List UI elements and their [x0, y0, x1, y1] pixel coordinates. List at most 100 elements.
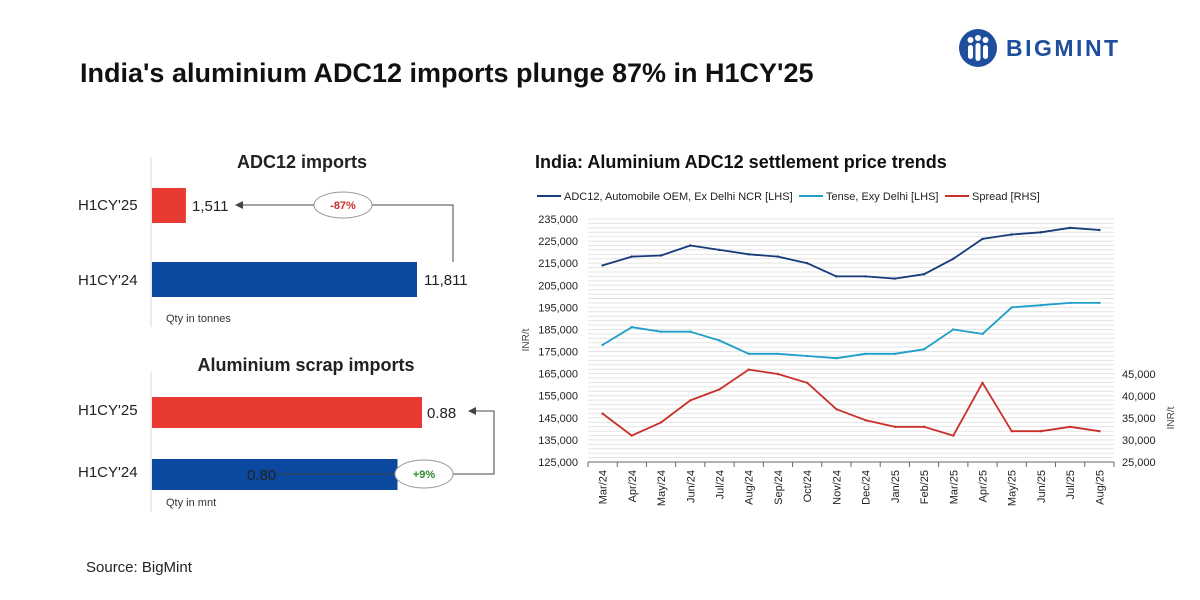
x-tick-label: Mar/24 [598, 470, 610, 504]
brand-logo: BIGMINT [958, 26, 1121, 70]
left-tick-label: 135,000 [538, 435, 578, 447]
data-point [1069, 301, 1072, 305]
scrap-bar-h1cy25 [152, 397, 422, 428]
data-point [1010, 430, 1013, 433]
data-point [806, 262, 809, 265]
scrap-unit-note: Qty in mnt [166, 497, 216, 509]
left-tick-label: 195,000 [538, 302, 578, 314]
data-point [864, 419, 867, 422]
data-point [659, 421, 663, 424]
brand-name: BIGMINT [1006, 34, 1121, 61]
adc12-change-arrow [235, 201, 454, 262]
x-tick-label: Jan/25 [890, 470, 902, 503]
source-note: Source: BigMint [86, 559, 192, 576]
left-tick-label: 205,000 [538, 280, 578, 292]
right-axis-ticks: 25,000 30,000 35,000 40,000 45,000 [1122, 369, 1156, 469]
data-point [922, 273, 926, 276]
data-point [981, 332, 984, 336]
left-tick-label: 155,000 [538, 391, 578, 403]
data-point [922, 425, 926, 428]
x-tick-label: Nov/24 [831, 470, 843, 505]
left-tick-label: 125,000 [538, 457, 578, 469]
data-point [981, 381, 984, 384]
data-point [747, 352, 750, 355]
adc12-change-badge [313, 191, 373, 219]
adc12-imports-panel: ADC12 imports H1CY'25 H1CY'24 1,511 11,8… [78, 152, 468, 327]
right-tick-label: 25,000 [1122, 457, 1156, 469]
x-axis-ticks: Mar/24 Apr/24 May/24 Jun/24 Jul/24 Aug/24 Sep/… [587, 462, 1115, 506]
x-tick-label: Jul/25 [1065, 470, 1077, 499]
data-point [981, 237, 984, 241]
left-tick-label: 145,000 [538, 413, 578, 425]
adc12-change-label: -87% [330, 200, 356, 212]
data-point [835, 357, 838, 360]
data-point [689, 244, 692, 247]
adc12-value-label: 11,811 [424, 272, 468, 289]
right-tick-label: 30,000 [1122, 435, 1156, 447]
data-point [1098, 430, 1101, 433]
data-point [1069, 226, 1072, 229]
data-point [718, 248, 721, 252]
left-axis-title: INR/t [521, 328, 532, 351]
data-point [806, 354, 809, 358]
data-point [952, 328, 955, 331]
data-point [1069, 425, 1072, 428]
series-line-tense [602, 301, 1100, 360]
scrap-change-label: +9% [413, 469, 436, 481]
x-tick-label: Oct/24 [802, 470, 814, 502]
x-tick-label: Mar/25 [948, 470, 960, 504]
data-point [776, 352, 780, 355]
adc12-category-label: H1CY'24 [78, 272, 138, 289]
data-point [630, 255, 633, 258]
scrap-category-label: H1CY'25 [78, 402, 138, 419]
data-point [893, 425, 896, 428]
x-tick-label: Sep/24 [773, 470, 785, 505]
right-tick-label: 40,000 [1122, 391, 1156, 403]
series-line-spread [602, 368, 1100, 437]
adc12-category-label: H1CY'25 [78, 197, 138, 214]
data-point [601, 343, 604, 347]
left-tick-label: 185,000 [538, 324, 578, 336]
scrap-value-label: 0.80 [247, 467, 276, 484]
data-point [893, 352, 896, 355]
line-chart-title: India: Aluminium ADC12 settlement price … [535, 152, 947, 172]
left-tick-label: 215,000 [538, 258, 578, 270]
x-tick-label: Feb/25 [919, 470, 931, 504]
x-tick-label: Apr/25 [978, 470, 990, 502]
data-point [718, 339, 721, 342]
data-point [952, 257, 955, 260]
data-point [1039, 231, 1043, 234]
scrap-change-badge [394, 459, 454, 489]
scrap-change-arrow [278, 407, 495, 475]
left-tick-label: 225,000 [538, 236, 578, 248]
data-point [659, 330, 663, 333]
left-tick-label: 175,000 [538, 347, 578, 359]
right-tick-label: 45,000 [1122, 369, 1156, 381]
data-point [659, 254, 663, 257]
scrap-imports-panel: Aluminium scrap imports H1CY'25 H1CY'24 … [78, 355, 495, 512]
x-tick-label: Aug/24 [744, 470, 756, 505]
data-point [835, 408, 838, 411]
data-point [1010, 306, 1013, 309]
data-point [747, 368, 750, 371]
data-point [689, 330, 692, 333]
left-tick-label: 235,000 [538, 214, 578, 226]
legend-label-spread: Spread [RHS] [972, 191, 1040, 203]
data-point [776, 255, 780, 258]
legend-label-adc12: ADC12, Automobile OEM, Ex Delhi NCR [LHS… [564, 191, 793, 203]
x-tick-label: Aug/25 [1094, 470, 1106, 505]
x-tick-label: Apr/24 [627, 470, 639, 502]
scrap-value-label: 0.88 [427, 405, 456, 422]
x-tick-label: Dec/24 [861, 470, 873, 505]
data-point [601, 412, 604, 415]
data-point [864, 352, 867, 355]
data-point [689, 399, 692, 402]
x-tick-label: Jun/24 [685, 470, 697, 503]
x-tick-label: May/24 [656, 470, 668, 506]
right-tick-label: 35,000 [1122, 413, 1156, 425]
data-point [952, 434, 955, 437]
adc12-bar-h1cy24 [152, 262, 417, 297]
adc12-unit-note: Qty in tonnes [166, 313, 231, 325]
x-tick-label: Jun/25 [1036, 470, 1048, 503]
